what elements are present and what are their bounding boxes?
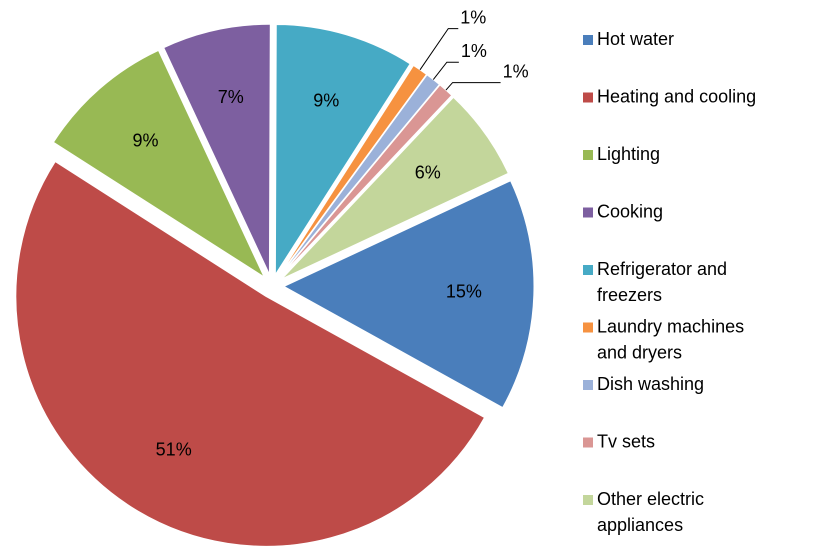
data-label: 9%	[313, 91, 339, 111]
legend-swatch	[583, 207, 593, 218]
pie-slice	[163, 23, 271, 275]
legend-label: Laundry machines and dryers	[597, 316, 749, 362]
pie-slice	[281, 96, 509, 280]
data-label: 51%	[156, 440, 192, 460]
pie-slice	[282, 180, 535, 409]
legend-label: Refrigerator and freezers	[597, 259, 732, 305]
data-label: 9%	[133, 130, 159, 150]
legend-swatch	[583, 35, 593, 45]
data-label: 1%	[461, 41, 487, 61]
legend-label: Heating and cooling	[597, 86, 756, 106]
legend-label: Tv sets	[597, 431, 655, 451]
legend-swatch	[583, 437, 593, 448]
data-label: 1%	[503, 61, 529, 81]
leader-line	[432, 61, 459, 80]
pie-slice	[274, 23, 411, 277]
data-label: 15%	[446, 281, 482, 301]
pie-slice	[15, 160, 486, 547]
legend-swatch	[583, 322, 593, 333]
data-label: 6%	[415, 162, 441, 182]
pie-slice	[52, 49, 266, 279]
legend-swatch	[583, 92, 593, 103]
legend-swatch	[583, 495, 593, 505]
leader-line	[419, 28, 459, 71]
data-label: 7%	[218, 87, 244, 107]
legend-label: Hot water	[597, 29, 674, 49]
data-label: 1%	[460, 7, 486, 27]
legend-label: Other electric appliances	[597, 489, 709, 535]
legend-swatch	[583, 380, 593, 390]
pie-slice	[278, 64, 428, 277]
legend-swatch	[583, 265, 593, 275]
legend-swatch	[583, 150, 593, 160]
leader-line	[445, 82, 501, 91]
legend-label: Cooking	[597, 201, 663, 221]
legend-label: Lighting	[597, 144, 660, 164]
pie-slice	[278, 74, 441, 277]
legend-label: Dish washing	[597, 374, 704, 394]
